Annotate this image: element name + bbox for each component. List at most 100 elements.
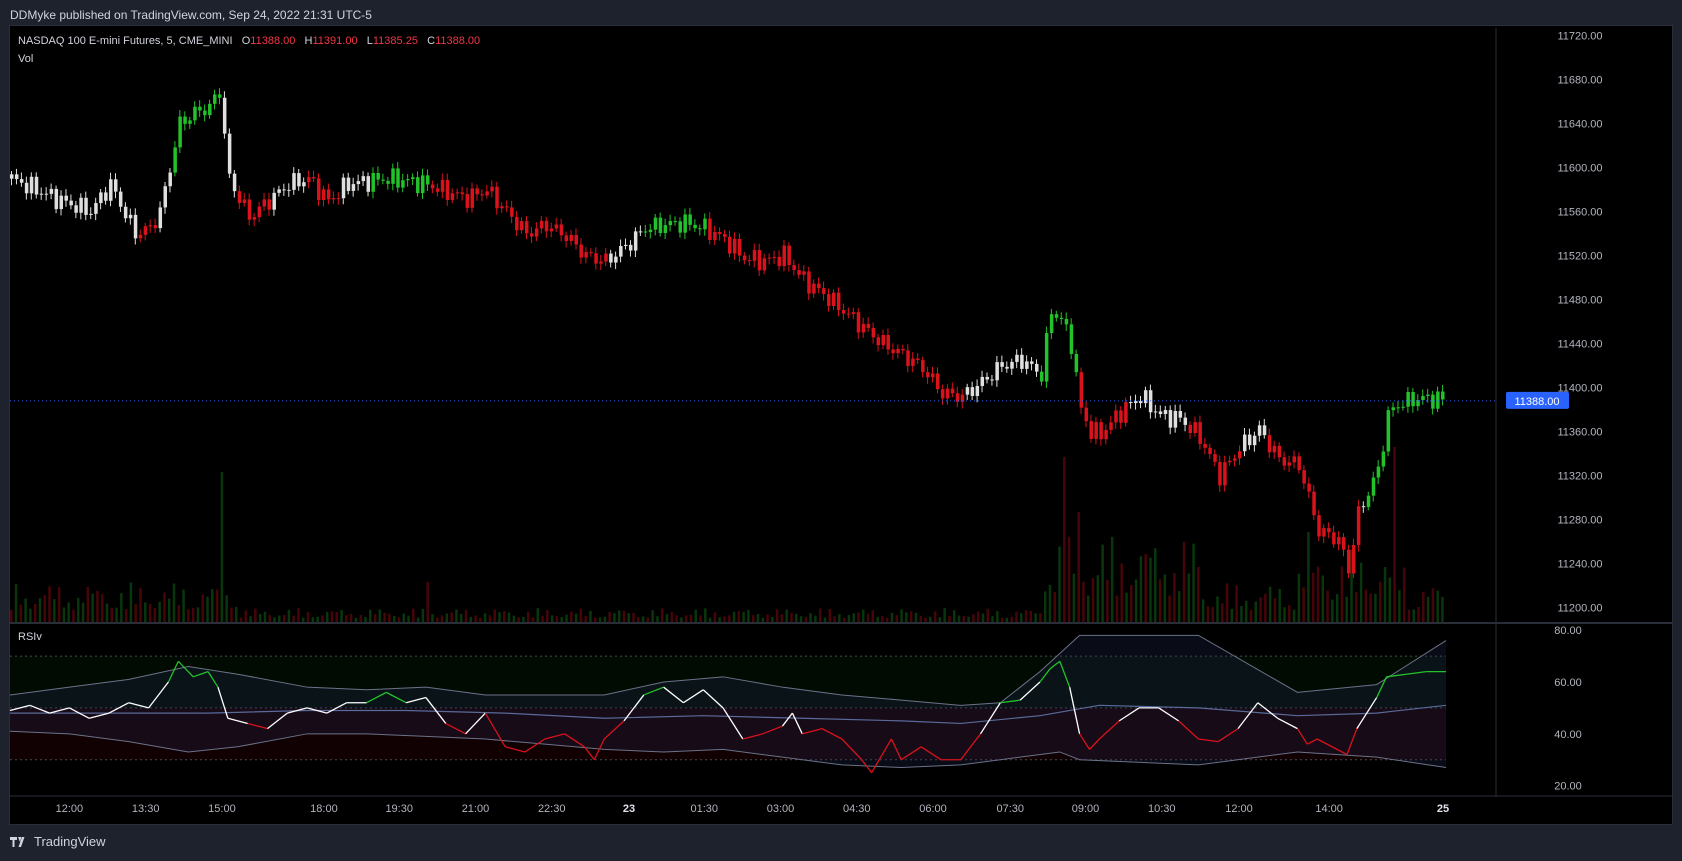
rsi-line-segment (890, 738, 902, 761)
candle-body (84, 197, 88, 215)
volume-bar (818, 608, 822, 622)
volume-bar (651, 610, 654, 622)
volume-bar (1259, 597, 1262, 622)
volume-bar (929, 616, 932, 622)
volume-bar (771, 617, 774, 622)
rsi-line-segment (9, 704, 30, 712)
candle-body (1138, 401, 1143, 404)
volume-bar (1240, 605, 1243, 622)
candle-body (757, 250, 762, 271)
volume-bar (354, 617, 358, 622)
time-axis-tick-0: 12:00 (56, 803, 84, 815)
candle-body (1089, 421, 1093, 439)
candle-body (173, 147, 177, 173)
rsi-line-segment (643, 686, 664, 696)
volume-bar (287, 609, 291, 622)
volume-bar (608, 612, 611, 622)
volume-bar (914, 612, 918, 622)
candle-body (1208, 447, 1212, 455)
candle-body (802, 271, 806, 275)
volume-bar (517, 617, 520, 622)
volume-bar (67, 602, 70, 622)
candle-body (1257, 425, 1262, 436)
volume-label: Vol (18, 53, 34, 65)
volume-bar (790, 613, 793, 622)
candle-body (317, 178, 321, 201)
rsi-line-segment (167, 660, 179, 683)
volume-bar (230, 607, 233, 622)
volume-bar (263, 611, 267, 622)
price-axis-tick-12: 11240.00 (1557, 559, 1602, 571)
candle-body (1332, 532, 1336, 545)
candle-body (1356, 506, 1361, 545)
candle-body (1010, 361, 1014, 369)
candle-body (500, 206, 504, 209)
time-axis-tick-6: 22:30 (538, 803, 566, 815)
volume-bar (321, 615, 324, 622)
volume-bar (474, 615, 477, 622)
volume-bar (330, 611, 334, 622)
candle-body (520, 221, 524, 231)
chart-frame[interactable] (9, 25, 1673, 825)
volume-bar (933, 611, 937, 622)
candle-body (950, 388, 955, 394)
candle-body (1064, 318, 1069, 325)
volume-bar (522, 616, 525, 622)
footer-brand[interactable]: TradingView (10, 834, 106, 849)
volume-bar (1043, 591, 1047, 622)
candle-body (1079, 372, 1084, 408)
rsi-line-segment (405, 696, 427, 704)
volume-bar (335, 611, 338, 622)
price-axis-tick-2: 11640.00 (1557, 119, 1602, 131)
volume-bar (670, 611, 674, 622)
rsi-line-segment (603, 720, 625, 740)
volume-bar (1029, 610, 1033, 622)
volume-bar (976, 611, 980, 622)
candle-body (485, 191, 489, 196)
volume-bar (1173, 573, 1176, 622)
candle-body (326, 189, 331, 200)
time-axis-tick-4: 19:30 (385, 803, 413, 815)
candle-body (232, 173, 237, 192)
candle-body (455, 192, 460, 194)
candle-body (990, 379, 994, 381)
candle-body (79, 197, 83, 213)
rsi-line-segment (148, 681, 169, 709)
volume-bar (278, 615, 281, 622)
rsi-line-segment (287, 707, 308, 714)
candle-body (916, 358, 920, 361)
volume-bar (766, 614, 769, 622)
volume-bar (1417, 606, 1420, 622)
volume-bar (1139, 556, 1143, 622)
candle-body (113, 179, 118, 192)
low-label: L (366, 35, 373, 47)
candle-body (64, 195, 68, 201)
rsi-line-segment (762, 725, 783, 735)
volume-bar (369, 609, 372, 622)
rsi-line-segment (1307, 738, 1318, 745)
volume-bar (847, 615, 851, 622)
candle-body (970, 387, 975, 396)
candle-body (252, 217, 257, 220)
rsi-line-segment (1237, 702, 1259, 730)
rsi-line-segment (29, 704, 50, 714)
volume-bar (1374, 593, 1377, 622)
candle-body (198, 106, 202, 111)
volume-bar (1412, 609, 1415, 622)
candle-body (1129, 402, 1133, 404)
candle-body (742, 255, 747, 261)
volume-bar (948, 616, 951, 622)
candle-body (69, 200, 73, 206)
candle-body (450, 193, 455, 200)
volume-bar (919, 615, 922, 622)
time-axis-tick-16: 14:00 (1315, 803, 1343, 815)
candle-body (1158, 411, 1163, 415)
candle-body (1084, 407, 1089, 422)
candle-body (673, 221, 678, 223)
volume-bar (1067, 536, 1071, 622)
candle-body (406, 179, 410, 181)
rsi-indicator-label: RSIv (18, 631, 42, 643)
rsi-line-segment (920, 746, 942, 761)
candle-body (841, 310, 846, 314)
